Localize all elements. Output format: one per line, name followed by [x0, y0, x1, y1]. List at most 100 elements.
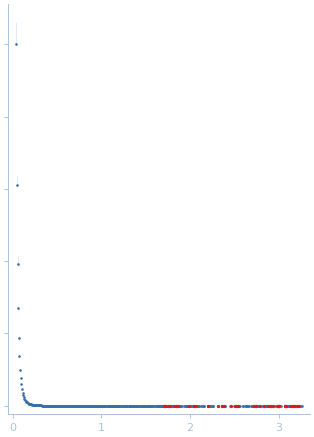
Point [22, 395, 27, 402]
Point [267, 402, 272, 409]
Point [283, 402, 288, 409]
Point [209, 402, 214, 409]
Point [79, 402, 84, 409]
Point [114, 402, 119, 409]
Point [244, 402, 249, 409]
Point [126, 402, 131, 409]
Point [283, 402, 288, 409]
Point [252, 402, 257, 409]
Point [87, 402, 92, 409]
Point [115, 402, 120, 409]
Point [265, 402, 270, 409]
Point [152, 402, 157, 409]
Point [294, 402, 299, 409]
Point [89, 402, 95, 409]
Point [156, 402, 161, 409]
Point [107, 402, 112, 409]
Point [246, 402, 251, 409]
Point [271, 402, 276, 409]
Point [76, 402, 81, 409]
Point [282, 402, 287, 409]
Point [104, 402, 109, 409]
Point [91, 402, 96, 409]
Point [274, 402, 279, 409]
Point [37, 402, 42, 409]
Point [41, 402, 46, 409]
Point [44, 402, 49, 409]
Point [102, 402, 107, 409]
Point [159, 402, 164, 409]
Point [193, 402, 198, 409]
Point [111, 402, 116, 409]
Point [115, 402, 120, 409]
Point [101, 402, 106, 409]
Point [61, 402, 66, 409]
Point [223, 402, 228, 409]
Point [134, 402, 139, 409]
Point [98, 402, 103, 409]
Point [232, 402, 237, 409]
Point [91, 402, 96, 409]
Point [18, 367, 23, 374]
Point [175, 402, 180, 409]
Point [31, 401, 36, 408]
Point [47, 402, 52, 409]
Point [52, 402, 57, 409]
Point [223, 402, 228, 409]
Point [220, 402, 225, 409]
Point [51, 402, 56, 409]
Point [103, 402, 108, 409]
Point [158, 402, 163, 409]
Point [78, 402, 83, 409]
Point [138, 402, 143, 409]
Point [257, 402, 262, 409]
Point [66, 402, 71, 409]
Point [147, 402, 152, 409]
Point [19, 385, 24, 392]
Point [283, 402, 288, 409]
Point [157, 402, 162, 409]
Point [60, 402, 65, 409]
Point [265, 402, 270, 409]
Point [128, 402, 133, 409]
Point [292, 402, 297, 409]
Point [163, 402, 168, 409]
Point [108, 402, 113, 409]
Point [156, 402, 161, 409]
Point [283, 402, 288, 409]
Point [219, 402, 225, 409]
Point [171, 402, 176, 409]
Point [185, 402, 190, 409]
Point [201, 402, 206, 409]
Point [175, 402, 180, 409]
Point [116, 402, 121, 409]
Point [185, 402, 190, 409]
Point [176, 402, 181, 409]
Point [100, 402, 105, 409]
Point [240, 402, 245, 409]
Point [164, 402, 169, 409]
Point [117, 402, 122, 409]
Point [156, 402, 161, 409]
Point [206, 402, 211, 409]
Point [80, 402, 85, 409]
Point [35, 402, 40, 409]
Point [72, 402, 77, 409]
Point [147, 402, 152, 409]
Point [41, 402, 46, 409]
Point [183, 402, 188, 409]
Point [206, 402, 211, 409]
Point [124, 402, 129, 409]
Point [182, 402, 187, 409]
Point [106, 402, 111, 409]
Point [270, 402, 275, 409]
Point [123, 402, 128, 409]
Point [236, 402, 241, 409]
Point [38, 402, 43, 409]
Point [163, 402, 168, 409]
Point [147, 402, 152, 409]
Point [88, 402, 93, 409]
Point [134, 402, 139, 409]
Point [257, 402, 262, 409]
Point [119, 402, 124, 409]
